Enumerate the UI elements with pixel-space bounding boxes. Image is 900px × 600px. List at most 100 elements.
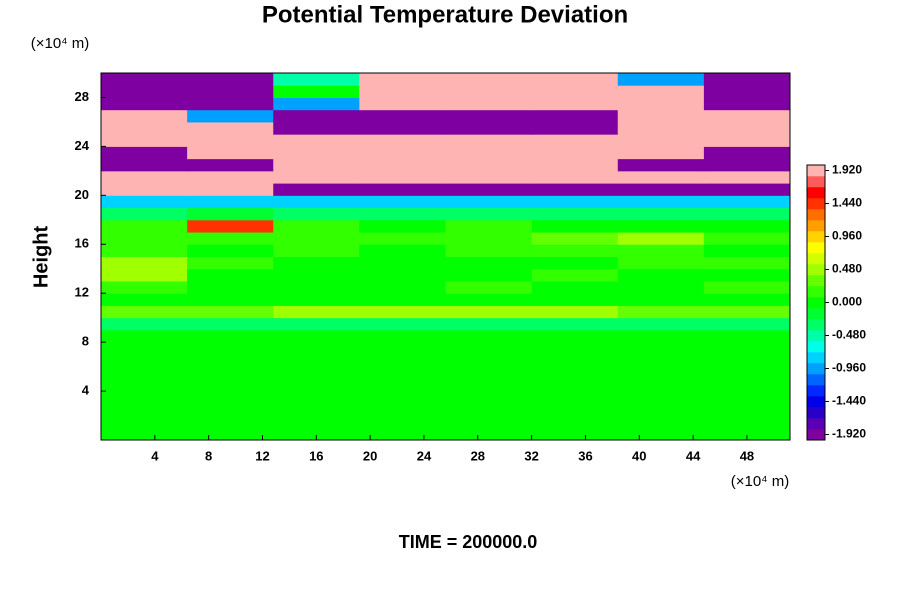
cell xyxy=(359,244,446,257)
cell xyxy=(101,219,188,233)
cell xyxy=(617,268,705,282)
y-unit: (×10⁴ m) xyxy=(31,35,90,52)
cell xyxy=(617,317,705,331)
cell xyxy=(187,403,274,417)
cell xyxy=(187,317,274,331)
cell xyxy=(359,219,446,233)
cell xyxy=(445,219,533,233)
cell xyxy=(445,256,533,270)
cell xyxy=(531,280,619,294)
cell xyxy=(531,73,619,86)
cell xyxy=(531,146,619,160)
cell xyxy=(273,121,360,135)
cell xyxy=(531,317,619,331)
cell xyxy=(187,134,274,147)
cell xyxy=(273,366,360,380)
cell xyxy=(531,378,619,392)
cell xyxy=(531,329,619,343)
cell xyxy=(101,170,188,184)
cell xyxy=(101,158,188,172)
colorbar-band xyxy=(807,209,825,221)
cell xyxy=(531,232,619,245)
cell xyxy=(445,109,533,123)
x-tick-label: 4 xyxy=(151,448,159,463)
cell xyxy=(273,317,360,331)
cell xyxy=(703,109,791,123)
cell xyxy=(617,219,705,233)
cell xyxy=(531,354,619,368)
x-tick-label: 8 xyxy=(205,448,212,463)
cell xyxy=(703,366,791,380)
cell xyxy=(359,170,446,184)
cell xyxy=(187,244,274,257)
cell xyxy=(359,354,446,368)
x-unit: (×10⁴ m) xyxy=(731,473,790,490)
cell xyxy=(703,244,791,257)
cell xyxy=(101,109,188,123)
cell xyxy=(359,403,446,417)
cell xyxy=(359,97,446,111)
cell xyxy=(187,109,274,123)
cell xyxy=(703,391,791,404)
cell xyxy=(101,329,188,343)
cell xyxy=(531,170,619,184)
cell xyxy=(445,378,533,392)
cell xyxy=(617,85,705,98)
cell xyxy=(531,85,619,98)
cell xyxy=(617,329,705,343)
cell xyxy=(101,366,188,380)
cell xyxy=(359,109,446,123)
colorbar-band xyxy=(807,407,825,419)
cell xyxy=(531,427,619,441)
plot-frame xyxy=(100,72,791,441)
cell xyxy=(531,207,619,221)
cell xyxy=(703,97,791,111)
cell xyxy=(703,183,791,196)
cell xyxy=(445,366,533,380)
cell xyxy=(101,183,188,196)
colorbar-band xyxy=(807,396,825,408)
cell xyxy=(703,415,791,429)
x-tick-label: 24 xyxy=(417,448,432,463)
colorbar-band xyxy=(807,297,825,309)
cell xyxy=(617,427,705,441)
cell xyxy=(187,256,274,270)
cell xyxy=(445,207,533,221)
cell xyxy=(531,256,619,270)
cell xyxy=(531,109,619,123)
cell xyxy=(445,427,533,441)
cell xyxy=(359,256,446,270)
cell xyxy=(617,134,705,147)
cell xyxy=(359,280,446,294)
colorbar-tick-label: 1.920 xyxy=(832,163,862,177)
cell xyxy=(187,97,274,111)
cell xyxy=(359,207,446,221)
cell xyxy=(273,146,360,160)
cell xyxy=(617,158,705,172)
cell xyxy=(187,378,274,392)
cell xyxy=(445,146,533,160)
cell xyxy=(359,317,446,331)
cell xyxy=(703,73,791,86)
cell xyxy=(273,305,360,319)
cell xyxy=(703,305,791,319)
cell xyxy=(617,391,705,404)
colorbar-tick-label: -0.960 xyxy=(832,361,866,375)
cell xyxy=(359,342,446,355)
colorbar-band xyxy=(807,363,825,375)
cell xyxy=(617,342,705,355)
cell xyxy=(273,329,360,343)
cell xyxy=(531,305,619,319)
cell xyxy=(531,268,619,282)
cell xyxy=(445,183,533,196)
cell xyxy=(187,366,274,380)
cell xyxy=(273,280,360,294)
cell xyxy=(445,97,533,111)
cell xyxy=(101,427,188,441)
cell xyxy=(531,366,619,380)
cell xyxy=(359,329,446,343)
cell xyxy=(273,219,360,233)
x-tick-label: 40 xyxy=(632,448,646,463)
cell xyxy=(445,85,533,98)
x-tick-label: 20 xyxy=(363,448,377,463)
